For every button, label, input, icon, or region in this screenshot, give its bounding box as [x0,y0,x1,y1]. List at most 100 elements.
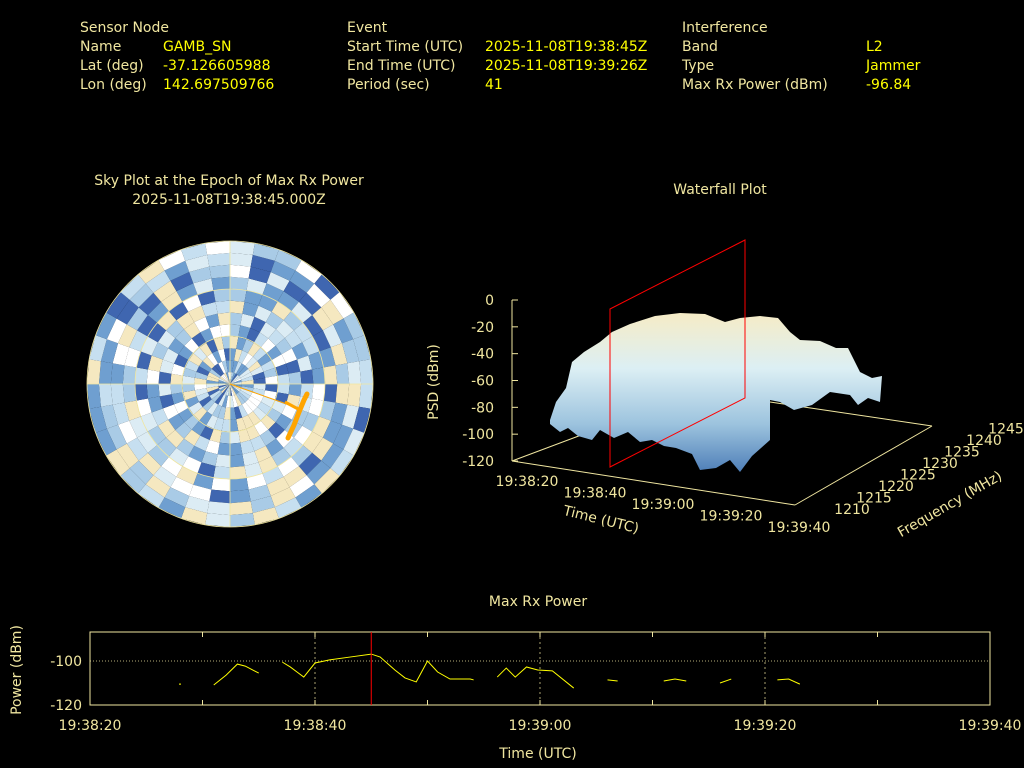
sky-cell [312,330,331,352]
sky-cell [308,351,324,370]
sky-cell [191,332,207,348]
sky-cell [248,266,271,284]
sky-cell [136,398,152,417]
power-line-segment [282,653,474,683]
sky-cell [246,278,267,295]
sky-cell [242,301,259,317]
sky-cell [238,428,251,443]
sky-cell [312,437,334,461]
sky-cell [244,290,263,306]
waterfall-title: Waterfall Plot [673,182,767,198]
sky-cell [199,411,213,426]
sky-cell [218,361,226,374]
sky-cell [217,406,226,420]
sky-cell [281,348,298,364]
sky-cell [343,428,365,456]
sky-cell [252,371,266,380]
sky-cell [207,353,219,366]
frequency-tick-label: 1225 [900,468,936,484]
sky-cell [225,360,230,373]
sky-cell [262,283,284,302]
sky-cell [205,513,230,527]
sky-cell [312,307,334,331]
sky-cell [213,337,224,351]
sky-cell [181,243,208,261]
sky-cell [159,359,174,374]
band-value: L2 [866,39,883,55]
sky-cell [314,468,340,494]
sky-cell [271,400,286,414]
sky-cell [199,361,212,373]
sky-cell [194,316,210,333]
sky-cell [242,451,259,467]
sky-cell [215,300,230,314]
sky-cell [209,368,221,378]
sky-cell [230,372,236,384]
z-tick-label: -40 [471,347,494,363]
sky-cell [87,359,101,384]
sky-cell [182,456,202,474]
time-tick-label: 19:38:40 [284,718,347,734]
time-tick-label: 19:38:20 [59,718,122,734]
power-line-segment [719,678,732,684]
sky-cell [230,373,238,384]
lat-value: -37.126605988 [163,58,271,74]
sky-cell [302,336,320,356]
sky-cell [247,411,261,426]
power-chart-title: Max Rx Power [488,594,588,610]
sky-cell [106,318,127,344]
sky-cell [122,365,137,384]
sky-cell [170,373,184,384]
sky-cell [232,395,239,408]
sky-cell [129,460,154,485]
sky-cell [205,440,220,455]
sky-cell [303,315,323,337]
sky-cell [274,249,302,271]
sky-cell [146,369,160,384]
sky-cell [252,388,266,397]
sky-cell [218,394,226,407]
sky-cell [126,437,148,461]
sky-cell [230,395,235,408]
sky-cell [276,384,290,395]
sky-cell [230,288,247,302]
sky-cell [211,276,230,291]
sky-cell [137,315,157,337]
sky-cell [158,384,172,397]
sky-cell [205,313,220,328]
sky-cell [197,290,216,306]
sky-cell [240,372,253,380]
sky-cell [253,420,269,436]
sky-cell [283,280,307,302]
sky-cell [201,301,218,317]
sky-cell [263,390,277,401]
sky-cell [118,324,138,348]
sky-cell [265,375,278,384]
sky-cell [330,292,354,319]
sky-cell [209,428,222,443]
sky-cell [209,264,230,279]
time-tick-label: 19:39:20 [700,509,763,525]
sky-cell [174,354,189,368]
sky-cell [206,384,219,389]
sky-cell [159,394,174,409]
sky-cell [289,475,315,498]
sky-cell [182,384,195,393]
sky-cell [248,361,261,373]
sky-cell [124,347,141,368]
sky-cell [258,294,278,312]
sky-cell [199,395,212,407]
power-time-axis-label: Time (UTC) [498,746,576,762]
sky-cell [342,404,360,429]
sky-cell [263,367,277,378]
sky-cell [259,322,276,339]
start-time-label: Start Time (UTC) [347,39,464,55]
sky-cell [221,336,230,349]
sky-cell [89,406,107,433]
time-tick-label: 19:39:00 [632,497,695,513]
period-value: 41 [485,77,503,93]
sky-cell [112,402,130,425]
sky-cell [241,353,253,366]
z-tick-label: -20 [471,320,494,336]
sky-cell [319,347,336,368]
